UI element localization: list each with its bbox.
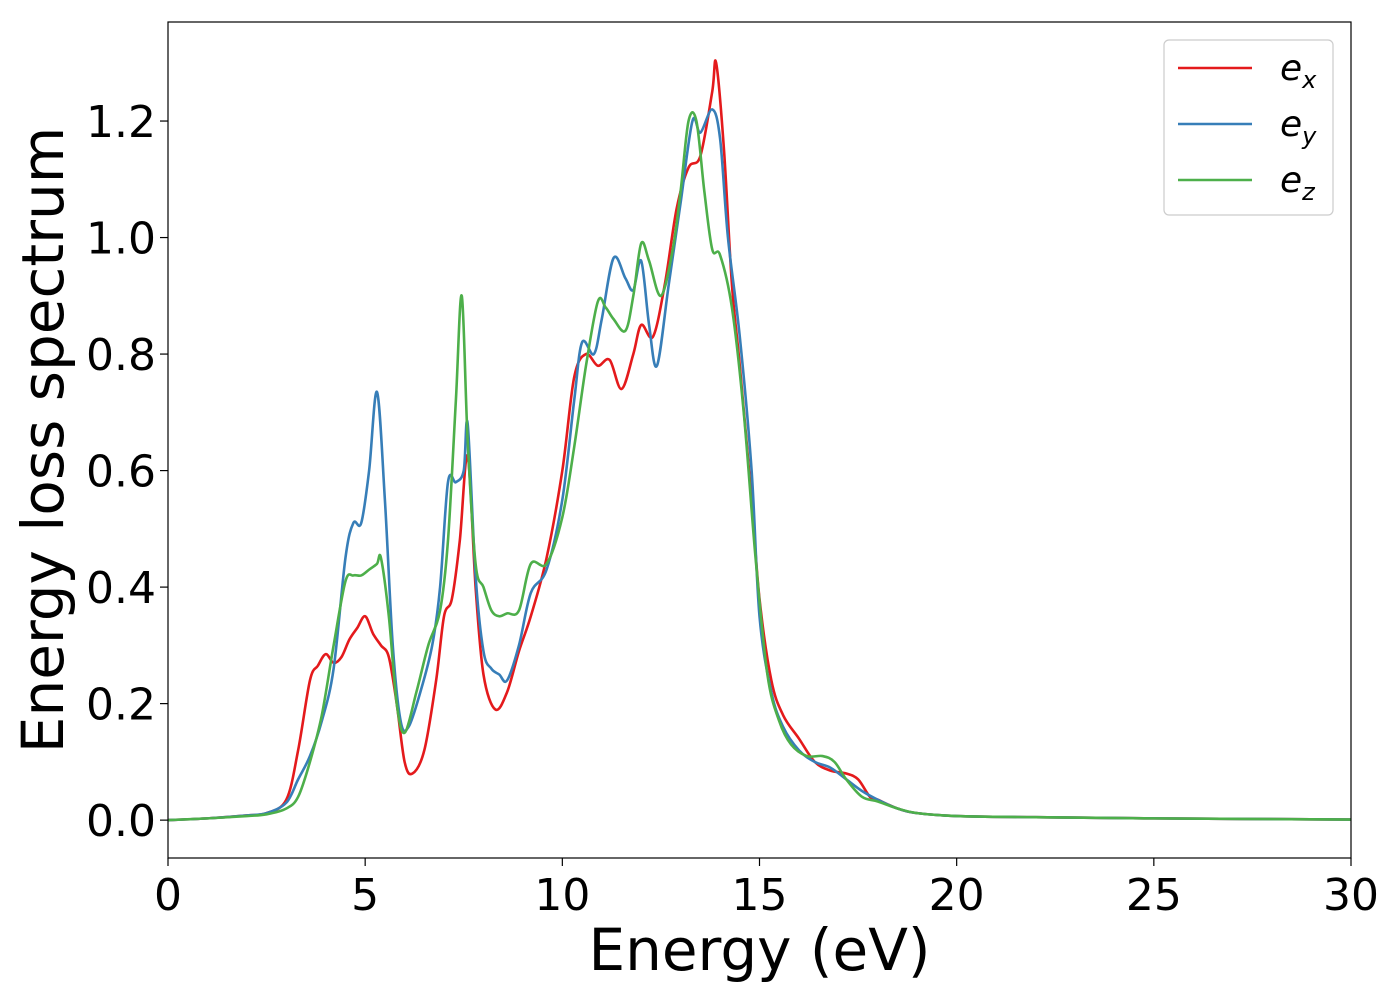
legend-label-base: e xyxy=(1280,104,1302,145)
y-tick-label: 0.0 xyxy=(86,796,156,847)
y-axis-label: Energy loss spectrum xyxy=(9,127,77,753)
x-axis-label: Energy (eV) xyxy=(588,916,930,984)
legend-box xyxy=(1163,39,1334,216)
x-tick-label: 25 xyxy=(1126,870,1182,921)
x-tick-label: 10 xyxy=(534,870,590,921)
x-tick-label: 20 xyxy=(929,870,985,921)
y-tick-label: 0.2 xyxy=(86,680,156,731)
y-tick-label: 1.2 xyxy=(86,97,156,148)
x-tick-label: 30 xyxy=(1323,870,1379,921)
y-tick-label: 1.0 xyxy=(86,214,156,265)
legend-label-base: e xyxy=(1280,160,1302,201)
y-tick-label: 0.8 xyxy=(86,330,156,381)
y-tick-label: 0.6 xyxy=(86,447,156,498)
x-tick-label: 5 xyxy=(351,870,379,921)
legend-label-subscript: x xyxy=(1301,66,1317,94)
x-tick-label: 15 xyxy=(732,870,788,921)
y-tick-label: 0.4 xyxy=(86,563,156,614)
legend-label-base: e xyxy=(1280,48,1302,89)
plot-lines xyxy=(167,59,1352,822)
x-tick-label: 0 xyxy=(154,870,182,921)
legend-label-subscript: z xyxy=(1301,178,1316,206)
y-axis-ticks: 0.0 0.2 0.4 0.6 0.8 1.0 1.2 xyxy=(86,97,168,847)
legend-label-x: ex xyxy=(1280,48,1317,94)
x-axis-ticks: 0 5 10 15 20 25 30 xyxy=(154,858,1379,921)
legend-label-z: ez xyxy=(1280,160,1316,206)
series-line-y xyxy=(167,108,1352,822)
legend-label-subscript: y xyxy=(1301,122,1317,150)
series-line-z xyxy=(167,111,1352,822)
legend-label-y: ey xyxy=(1280,104,1317,150)
